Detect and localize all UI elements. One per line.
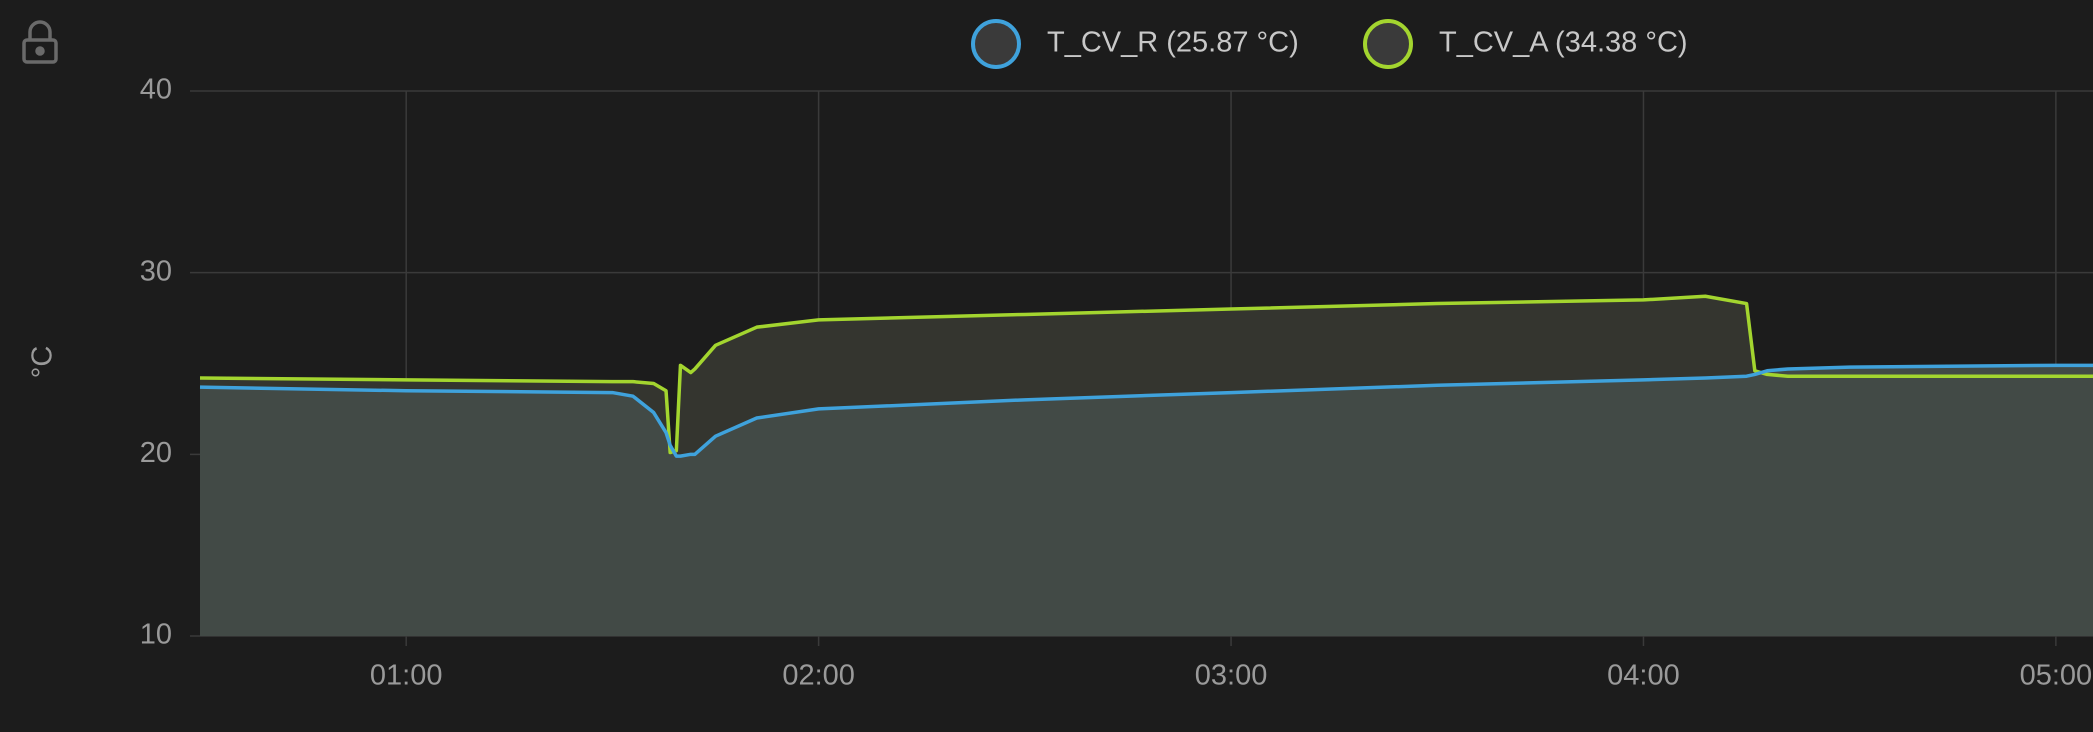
- x-tick-label: 01:00: [370, 660, 443, 692]
- x-tick-label: 03:00: [1195, 660, 1268, 692]
- x-tick-label: 05:00: [2020, 660, 2093, 692]
- y-tick-label: 10: [140, 619, 172, 651]
- line: [199, 363, 2093, 458]
- line: [199, 294, 2093, 455]
- area: [200, 365, 2093, 636]
- legend-marker[interactable]: [971, 19, 1021, 69]
- legend-label[interactable]: T_CV_A (34.38 °C): [1439, 27, 1688, 59]
- y-axis-label: °C: [27, 346, 59, 379]
- x-tick-label: 02:00: [782, 660, 855, 692]
- lock-icon: [22, 20, 58, 64]
- legend-label[interactable]: T_CV_R (25.87 °C): [1047, 27, 1299, 59]
- y-tick-label: 20: [140, 437, 172, 469]
- x-tick-label: 04:00: [1607, 660, 1680, 692]
- legend-marker[interactable]: [1363, 19, 1413, 69]
- y-tick-label: 40: [140, 74, 172, 106]
- y-tick-label: 30: [140, 255, 172, 287]
